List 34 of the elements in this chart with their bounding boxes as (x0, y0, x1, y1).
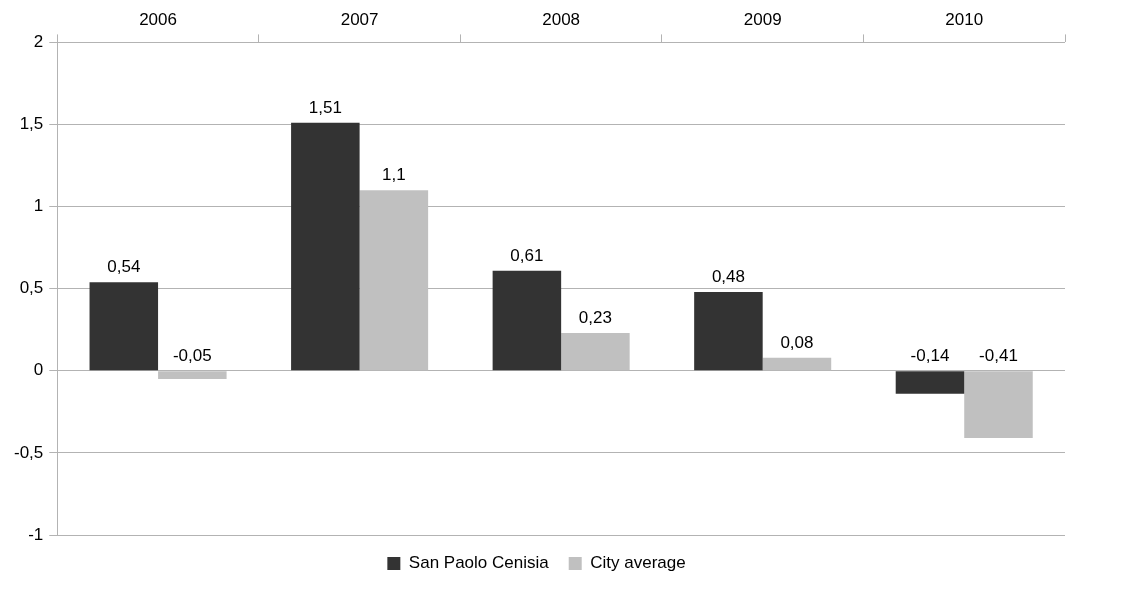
data-label: 0,54 (107, 257, 141, 277)
x-tick-label: 2009 (743, 9, 782, 29)
legend-label: San Paolo Cenisia (408, 553, 550, 573)
bar (359, 190, 429, 371)
y-tick-label: -1 (28, 524, 44, 544)
y-tick-label: 1 (33, 196, 44, 216)
data-label: -0,05 (172, 345, 212, 365)
legend-label: City average (590, 553, 686, 573)
data-label: 0,61 (510, 245, 544, 265)
bar (89, 282, 159, 371)
bar (762, 357, 832, 371)
y-tick-label: -0,5 (14, 442, 44, 462)
data-label: 0,23 (578, 308, 612, 328)
x-tick-label: 2006 (139, 9, 177, 29)
bar (964, 371, 1033, 439)
data-label: -0,41 (979, 345, 1018, 365)
bar (694, 291, 763, 371)
x-tick-label: 2010 (945, 9, 984, 29)
y-tick-label: 2 (33, 32, 44, 52)
y-tick-label: 1,5 (19, 114, 44, 134)
data-label: 0,08 (780, 332, 814, 352)
bar (291, 122, 360, 371)
bar (895, 371, 965, 394)
bar (561, 333, 630, 371)
data-label: 1,1 (382, 165, 406, 185)
y-tick-label: 0,5 (19, 278, 44, 298)
data-label: -0,14 (910, 345, 950, 365)
bar (158, 371, 227, 380)
data-label: 0,48 (711, 267, 745, 287)
bar (492, 270, 562, 371)
data-label: 1,51 (308, 98, 342, 118)
x-tick-label: 2007 (340, 9, 379, 29)
x-tick-label: 2008 (542, 9, 581, 29)
y-tick-label: 0 (33, 360, 44, 380)
